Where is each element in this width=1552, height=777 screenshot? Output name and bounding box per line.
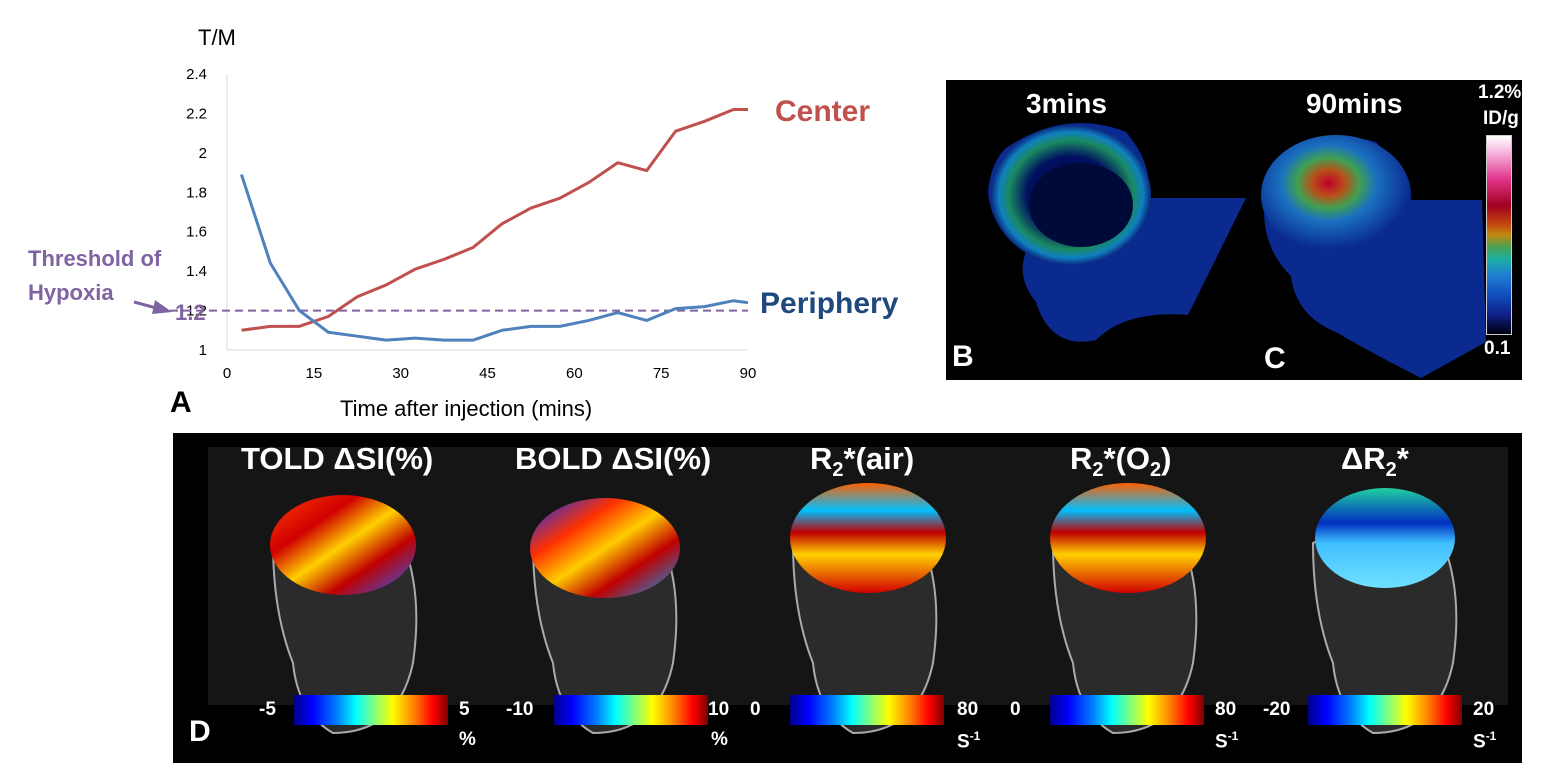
center-series-label: Center — [775, 95, 870, 128]
mri-delta-r2-min: -20 — [1263, 699, 1291, 720]
mri-title-told: TOLD ΔSI(%) — [241, 441, 434, 476]
mri-r2-o2-unit: S-1 — [1215, 729, 1239, 753]
mri-r2-air-min: 0 — [750, 699, 761, 720]
mri-delta-r2-max: 20 — [1473, 699, 1495, 720]
mri-colorbar-r2-air — [790, 695, 944, 725]
mri-told-min: -5 — [259, 699, 276, 720]
x-tick-label: 60 — [566, 365, 583, 382]
x-tick-label: 90 — [740, 365, 757, 382]
x-axis-label: Time after injection (mins) — [340, 396, 592, 421]
y-axis-label: T/M — [198, 25, 236, 50]
pet-scale-max-line2: ID/g — [1483, 108, 1519, 129]
y-tick-label: 2.2 — [186, 105, 207, 122]
panel-c-letter: C — [1264, 342, 1286, 375]
mri-bold-max: 10 — [708, 699, 730, 720]
mri-colorbar-delta-r2 — [1308, 695, 1462, 725]
panel-d-letter: D — [189, 715, 211, 748]
mri-told-unit: % — [459, 729, 476, 750]
mri-colorbar-r2-o2 — [1050, 695, 1204, 725]
mri-r2-air-max: 80 — [957, 699, 979, 720]
panel-b-letter: B — [952, 340, 974, 373]
mri-slice-2 — [530, 498, 680, 735]
mri-colorbar-bold — [554, 695, 708, 725]
periphery-series-label: Periphery — [760, 287, 899, 320]
line-chart: T/M 1 1.2 1.4 1.6 1.8 2 2.2 2.4 0 15 30 45 60 75 90 C… — [28, 25, 899, 421]
pet-90min-title: 90mins — [1306, 88, 1403, 119]
y-tick-label: 1.8 — [186, 184, 207, 201]
mri-slice-3 — [790, 483, 946, 735]
mri-map-panel: TOLD ΔSI(%) BOLD ΔSI(%) R2*(air) R2*(O2)… — [173, 433, 1522, 763]
threshold-value-label: 1.2 — [175, 300, 206, 325]
panel-a-letter: A — [170, 386, 192, 419]
mri-title-r2-o2: R2*(O2) — [1070, 441, 1172, 482]
x-tick-label: 0 — [223, 365, 231, 382]
y-tick-label: 1.6 — [186, 224, 207, 241]
pet-colorbar — [1486, 135, 1512, 335]
pet-scale-max-line1: 1.2% — [1478, 82, 1522, 103]
pet-3min-title: 3mins — [1026, 88, 1107, 119]
mri-r2-air-unit: S-1 — [957, 729, 981, 753]
mri-r2-o2-min: 0 — [1010, 699, 1021, 720]
y-tick-label: 1 — [199, 342, 207, 359]
mri-title-r2-air: R2*(air) — [810, 441, 915, 482]
mri-bold-min: -10 — [506, 699, 534, 720]
mri-r2-o2-max: 80 — [1215, 699, 1237, 720]
mri-delta-r2-unit: S-1 — [1473, 729, 1497, 753]
threshold-label-line1: Threshold of — [28, 246, 162, 271]
mri-bold-unit: % — [711, 729, 728, 750]
mri-colorbar-told — [294, 695, 448, 725]
mri-told-max: 5 — [459, 699, 470, 720]
pet-3min-core — [1029, 163, 1133, 247]
pet-90min-tumor — [1261, 135, 1411, 255]
mri-title-bold: BOLD ΔSI(%) — [515, 441, 712, 476]
x-tick-label: 75 — [653, 365, 670, 382]
pet-image-panel: 3mins 90mins 1.2% ID/g 0.1 B C — [946, 80, 1522, 380]
y-tick-label: 2 — [199, 145, 207, 162]
mri-images — [208, 447, 1508, 735]
mri-slice-1 — [270, 495, 418, 735]
mri-slice-4 — [1050, 483, 1206, 735]
threshold-label-line2: Hypoxia — [28, 280, 114, 305]
mri-slice-5 — [1311, 488, 1458, 735]
x-tick-label: 30 — [392, 365, 409, 382]
series-line-periphery — [240, 174, 749, 342]
y-tick-label: 1.4 — [186, 263, 207, 280]
pet-images — [988, 123, 1486, 378]
pet-scale-min: 0.1 — [1484, 338, 1511, 359]
series-line-center — [241, 107, 748, 332]
x-tick-label: 45 — [479, 365, 496, 382]
y-tick-label: 2.4 — [186, 66, 207, 83]
x-tick-label: 15 — [305, 365, 322, 382]
threshold-arrow-head — [152, 300, 172, 314]
mri-title-delta-r2: ΔR2* — [1341, 441, 1409, 482]
